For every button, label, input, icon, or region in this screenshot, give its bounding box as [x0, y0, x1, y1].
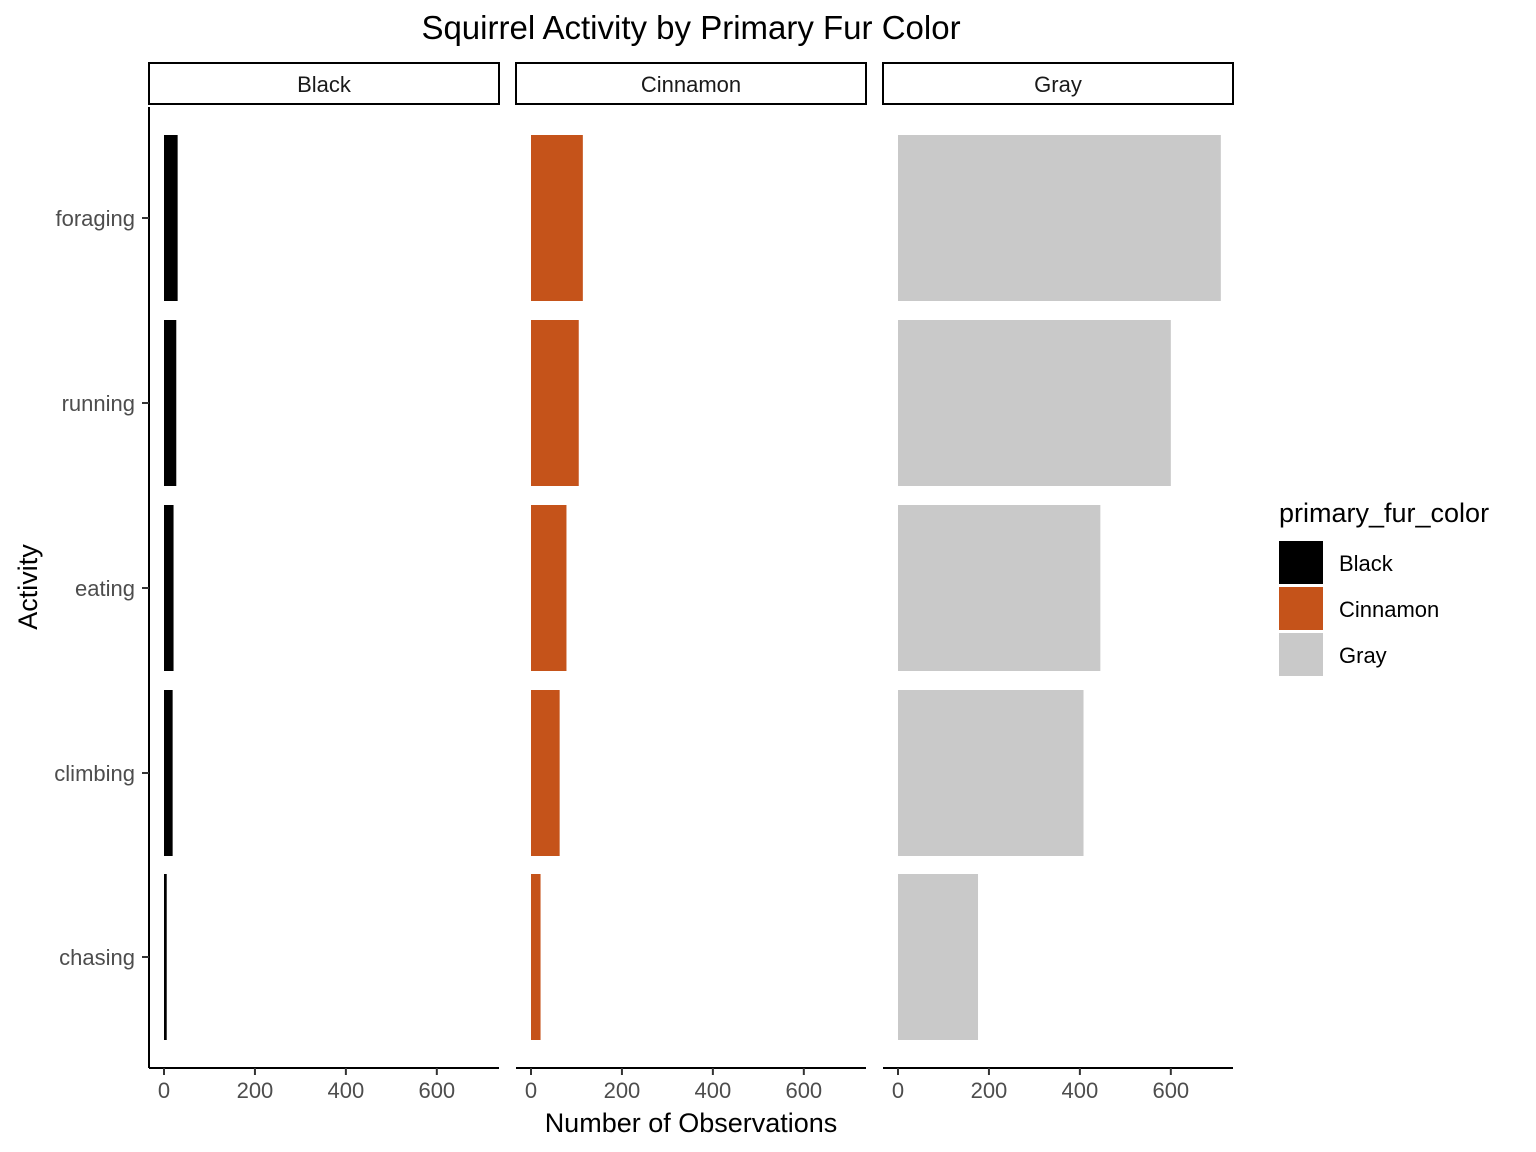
- legend-title: primary_fur_color: [1279, 498, 1489, 528]
- facet-strip-gray: [882, 62, 1234, 105]
- x-tick-label-cinnamon-200: 200: [604, 1078, 641, 1103]
- x-tick-label-cinnamon-600: 600: [785, 1078, 822, 1103]
- bar-gray-running: [898, 320, 1171, 486]
- facet-strip-black: [148, 62, 500, 105]
- y-axis: foraging running eating climbing chasing: [54, 107, 150, 1068]
- bar-black-running: [164, 320, 177, 486]
- facet-panels: Black 0 200 400 600 Cinnamon 0 200 400 600 Gray 0 20…: [148, 62, 1234, 1103]
- facet-strip-label-gray: Gray: [1034, 72, 1082, 97]
- x-tick-label-gray-0: 0: [892, 1078, 904, 1103]
- legend-key-cinnamon: [1279, 587, 1323, 630]
- bar-gray-chasing: [898, 874, 979, 1040]
- x-axis-title: Number of Observations: [545, 1108, 838, 1138]
- bar-cinnamon-chasing: [531, 874, 541, 1040]
- x-tick-label-gray-400: 400: [1062, 1078, 1099, 1103]
- y-tick-label-chasing: chasing: [59, 945, 135, 970]
- bar-gray-foraging: [898, 135, 1221, 301]
- legend-label-black: Black: [1339, 551, 1394, 576]
- x-tick-label-cinnamon-0: 0: [525, 1078, 537, 1103]
- facet-panel-cinnamon: Cinnamon 0 200 400 600: [515, 62, 867, 1103]
- x-tick-label-black-0: 0: [158, 1078, 170, 1103]
- facet-strip-cinnamon: [515, 62, 867, 105]
- x-tick-label-black-200: 200: [237, 1078, 274, 1103]
- chart-title: Squirrel Activity by Primary Fur Color: [421, 9, 960, 46]
- bar-cinnamon-foraging: [531, 135, 583, 301]
- bar-gray-climbing: [898, 690, 1084, 856]
- x-tick-label-black-400: 400: [328, 1078, 365, 1103]
- facet-panel-gray: Gray 0 200 400 600: [882, 62, 1234, 1103]
- facet-panel-black: Black 0 200 400 600: [148, 62, 500, 1103]
- x-tick-label-gray-200: 200: [971, 1078, 1008, 1103]
- bar-black-foraging: [164, 135, 178, 301]
- bar-cinnamon-climbing: [531, 690, 560, 856]
- bar-black-chasing: [164, 874, 167, 1040]
- legend-key-black: [1279, 541, 1323, 584]
- legend-label-cinnamon: Cinnamon: [1339, 597, 1439, 622]
- y-axis-title: Activity: [13, 544, 43, 630]
- bar-gray-eating: [898, 505, 1101, 671]
- x-tick-label-gray-600: 600: [1152, 1078, 1189, 1103]
- facet-strip-label-cinnamon: Cinnamon: [641, 72, 741, 97]
- x-tick-label-cinnamon-400: 400: [695, 1078, 732, 1103]
- facet-strip-label-black: Black: [297, 72, 352, 97]
- y-tick-label-running: running: [62, 391, 135, 416]
- legend: primary_fur_color Black Cinnamon Gray: [1279, 498, 1489, 676]
- bar-cinnamon-eating: [531, 505, 567, 671]
- bar-black-eating: [164, 505, 174, 671]
- y-tick-label-foraging: foraging: [55, 206, 135, 231]
- y-tick-label-climbing: climbing: [54, 761, 135, 786]
- y-tick-label-eating: eating: [75, 576, 135, 601]
- x-tick-label-black-600: 600: [418, 1078, 455, 1103]
- bar-cinnamon-running: [531, 320, 579, 486]
- legend-key-gray: [1279, 633, 1323, 676]
- legend-label-gray: Gray: [1339, 643, 1387, 668]
- bar-black-climbing: [164, 690, 173, 856]
